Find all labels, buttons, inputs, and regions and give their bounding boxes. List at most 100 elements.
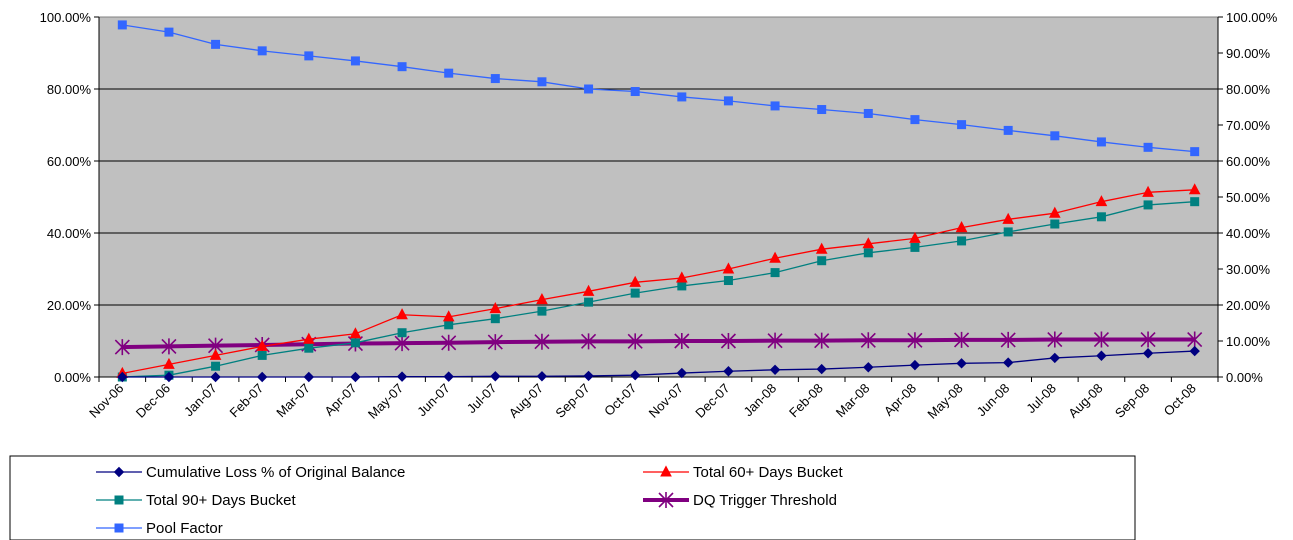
right-axis-tick-label: 50.00% bbox=[1226, 190, 1271, 205]
data-point bbox=[910, 242, 920, 252]
data-point bbox=[1093, 331, 1110, 348]
data-point bbox=[1050, 131, 1060, 141]
legend-label: DQ Trigger Threshold bbox=[693, 492, 837, 509]
data-point bbox=[490, 371, 501, 382]
series-line bbox=[122, 24, 1195, 153]
data-point bbox=[769, 251, 781, 263]
series-0 bbox=[117, 345, 1200, 383]
data-point bbox=[490, 74, 500, 84]
data-point bbox=[584, 84, 594, 94]
x-axis-tick-label: Aug-08 bbox=[1065, 381, 1105, 421]
data-point bbox=[582, 284, 595, 296]
right-axis-tick-label: 70.00% bbox=[1226, 118, 1271, 133]
data-point bbox=[770, 268, 780, 278]
data-point bbox=[677, 281, 687, 291]
x-axis-tick-label: Jan-07 bbox=[181, 381, 220, 420]
data-point bbox=[909, 359, 921, 371]
x-axis-tick-label: Mar-07 bbox=[273, 381, 313, 421]
data-point bbox=[304, 51, 314, 61]
data-point bbox=[114, 339, 130, 356]
data-point bbox=[350, 338, 360, 348]
data-point bbox=[1048, 206, 1061, 218]
data-point bbox=[817, 105, 827, 115]
legend-box bbox=[9, 455, 1136, 540]
data-point bbox=[1096, 137, 1106, 147]
data-point bbox=[815, 242, 828, 254]
data-point bbox=[302, 332, 315, 344]
data-point bbox=[536, 371, 548, 382]
data-point bbox=[210, 371, 221, 383]
data-point bbox=[304, 343, 314, 353]
legend: Cumulative Loss % of Original Balance Tot… bbox=[9, 455, 1136, 540]
x-axis-tick-label: Jun-07 bbox=[414, 381, 453, 420]
data-point bbox=[534, 333, 550, 350]
x-axis-tick-label: Nov-07 bbox=[646, 381, 686, 421]
data-point bbox=[723, 276, 733, 286]
data-point bbox=[163, 371, 175, 383]
data-point bbox=[860, 332, 876, 349]
series bbox=[114, 20, 1203, 383]
data-point bbox=[303, 371, 315, 383]
data-point bbox=[163, 357, 175, 369]
series-1 bbox=[116, 183, 1201, 378]
data-point bbox=[1190, 147, 1200, 157]
data-point bbox=[674, 333, 690, 349]
left-axis-tick-label: 80.00% bbox=[47, 82, 92, 97]
series-line bbox=[122, 189, 1195, 375]
data-point bbox=[117, 371, 128, 383]
data-point bbox=[1143, 200, 1153, 210]
legend-marker bbox=[113, 466, 125, 478]
right-axis-tick-label: 40.00% bbox=[1226, 226, 1271, 241]
data-point bbox=[442, 310, 455, 322]
data-point bbox=[723, 366, 734, 377]
data-point bbox=[211, 361, 221, 371]
series-line bbox=[122, 337, 1195, 350]
x-axis-tick-label: Sep-08 bbox=[1112, 381, 1152, 421]
x-axis-tick-labels: Nov-06 Dec-06 Jan-07 Feb-07 Mar-07 Apr-07 May-… bbox=[86, 377, 1219, 422]
data-point bbox=[957, 236, 967, 246]
data-point bbox=[490, 314, 500, 324]
data-point bbox=[350, 56, 360, 66]
left-axis-tick-label: 60.00% bbox=[47, 154, 92, 169]
data-point bbox=[350, 371, 361, 383]
legend-label: Cumulative Loss % of Original Balance bbox=[146, 464, 405, 481]
data-point bbox=[862, 237, 875, 249]
x-axis-tick-label: May-07 bbox=[365, 381, 406, 422]
data-point bbox=[1096, 212, 1106, 222]
data-point bbox=[677, 92, 687, 102]
x-axis-tick-label: Oct-07 bbox=[601, 381, 639, 419]
data-point bbox=[443, 371, 454, 382]
data-point bbox=[164, 27, 174, 37]
left-axis-tick-label: 100.00% bbox=[40, 10, 92, 25]
data-point bbox=[257, 350, 267, 360]
data-point bbox=[1143, 142, 1153, 152]
right-axis-tick-label: 20.00% bbox=[1226, 298, 1271, 313]
data-point bbox=[953, 331, 970, 348]
legend-label: Total 60+ Days Bucket bbox=[693, 464, 843, 481]
data-point bbox=[580, 333, 597, 350]
data-point bbox=[536, 293, 548, 305]
left-axis-tick-label: 40.00% bbox=[47, 226, 92, 241]
data-point bbox=[722, 262, 735, 274]
data-point bbox=[1002, 212, 1015, 224]
legend-marker bbox=[658, 492, 674, 508]
data-point bbox=[769, 364, 781, 376]
data-point bbox=[630, 288, 640, 298]
x-axis-tick-label: Sep-07 bbox=[552, 381, 592, 421]
x-axis-tick-label: Apr-08 bbox=[881, 381, 919, 419]
data-point bbox=[537, 306, 547, 316]
data-point bbox=[256, 339, 269, 351]
right-axis-tick-label: 100.00% bbox=[1226, 10, 1278, 25]
legend-marker bbox=[114, 523, 124, 533]
data-point bbox=[814, 332, 830, 349]
right-axis-tick-label: 90.00% bbox=[1226, 46, 1271, 61]
data-point bbox=[956, 358, 967, 369]
data-point bbox=[1142, 348, 1154, 359]
data-point bbox=[487, 334, 503, 351]
data-point bbox=[161, 338, 177, 355]
x-axis-tick-label: Feb-07 bbox=[227, 381, 267, 421]
data-point bbox=[489, 302, 502, 314]
data-point bbox=[441, 334, 457, 351]
plot-background bbox=[99, 17, 1218, 377]
